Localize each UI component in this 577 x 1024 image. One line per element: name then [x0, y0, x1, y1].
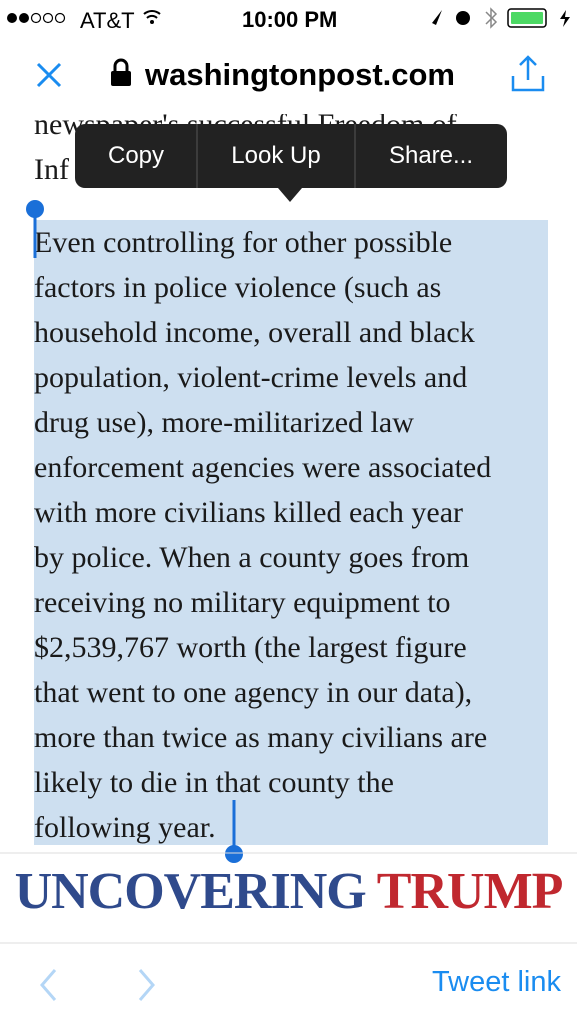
text-line: receiving no military equipment to: [34, 586, 451, 619]
text-line: factors in police violence (such as: [34, 271, 442, 304]
text-line: drug use), more-militarized law: [34, 406, 414, 439]
text-line: that went to one agency in our data),: [34, 676, 473, 709]
text-line: more than twice as many civilians are: [34, 721, 488, 754]
text-line: Even controlling for other possible: [34, 226, 453, 259]
url[interactable]: washingtonpost.com: [145, 57, 455, 92]
text-line: Inf: [34, 153, 69, 186]
menu-look-up[interactable]: Look Up: [231, 142, 321, 169]
text-line: population, violent-crime levels and: [34, 361, 468, 394]
text-line: following year.: [34, 811, 216, 844]
article: newspaper's successful Freedom ofInfEven…: [0, 114, 577, 853]
text-line: likely to die in that county the: [34, 766, 394, 799]
time: 10:00 PM: [242, 7, 338, 32]
text-line: $2,539,767 worth (the largest figure: [34, 631, 467, 664]
menu-copy[interactable]: Copy: [107, 142, 165, 169]
status-icons: [7, 7, 570, 92]
text-line: enforcement agencies were associated: [34, 451, 492, 484]
text-line: with more civilians killed each year: [34, 496, 464, 529]
header: AT&T 10:00 PM washingtonpost.com: [0, 0, 577, 114]
selection-highlight: [34, 220, 548, 845]
banner[interactable]: UNCOVERING TRUMP: [0, 862, 577, 921]
menu-share[interactable]: Share...: [388, 142, 474, 169]
text-line: by police. When a county goes from: [34, 541, 470, 574]
context-menu: [75, 124, 507, 188]
banner-word: UNCOVERING: [14, 863, 367, 920]
tweet-link[interactable]: Tweet link: [432, 966, 561, 998]
text-line: household income, overall and black: [34, 316, 475, 349]
carrier: AT&T: [80, 8, 135, 33]
banner-word: TRUMP: [376, 863, 564, 920]
